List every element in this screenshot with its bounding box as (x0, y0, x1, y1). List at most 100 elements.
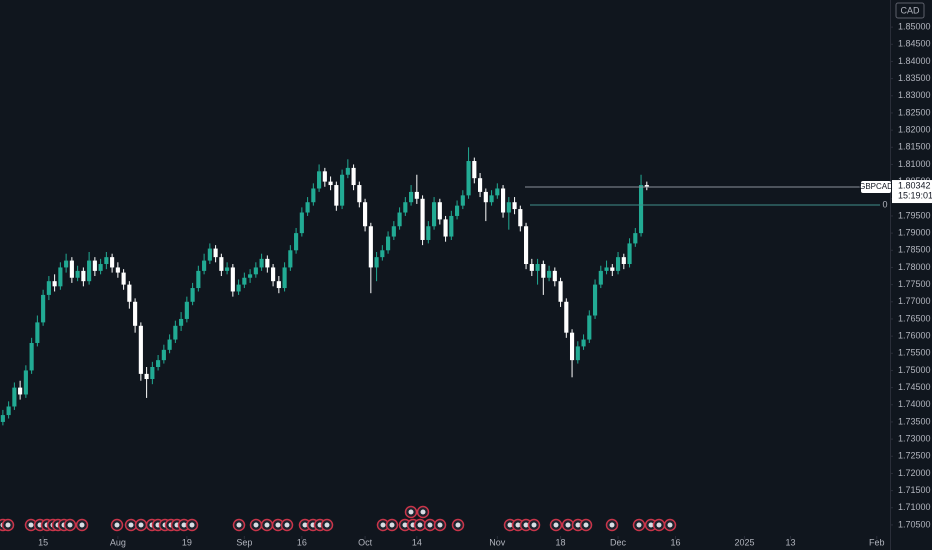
candle-body (564, 301, 569, 333)
y-tick-label: 1.72500 (898, 451, 931, 461)
candle-body (288, 250, 293, 268)
candle-body (0, 415, 5, 422)
y-tick-label: 1.75500 (898, 348, 931, 358)
y-tick-label: 1.74000 (898, 399, 931, 409)
candle-body (581, 339, 586, 347)
candle-body (368, 226, 373, 268)
candle-body (202, 260, 207, 271)
symbol-tag (861, 181, 891, 194)
candle-body (236, 284, 241, 292)
y-tick-label: 1.74500 (898, 382, 931, 392)
currency-box[interactable] (895, 2, 925, 19)
candle-body (69, 260, 74, 278)
candle-body (87, 260, 92, 282)
candle-body (230, 267, 235, 292)
candle-body (161, 349, 166, 361)
candle-body (167, 339, 172, 350)
y-tick-label: 1.75000 (898, 365, 931, 375)
y-tick-label: 1.84500 (898, 39, 931, 49)
candle-body (64, 260, 69, 268)
event-icon-dot (417, 522, 423, 528)
x-tick-label: 19 (182, 537, 192, 547)
candle-body (207, 248, 212, 261)
candle-body (311, 188, 316, 203)
event-icon-dot (302, 522, 308, 528)
countdown-label: 15:19:01 (898, 190, 932, 200)
candle-body (644, 185, 649, 188)
candle-body (569, 332, 575, 361)
candle-body (184, 301, 189, 319)
event-icon-dot (181, 522, 187, 528)
event-icon-dot (648, 522, 654, 528)
event-icon-dot (636, 522, 642, 528)
candle-body (179, 318, 184, 326)
candle-body (294, 233, 299, 251)
last-price-tag (892, 180, 932, 204)
candle-body (386, 236, 391, 251)
y-tick-label: 1.81000 (898, 159, 931, 169)
candle-body (638, 185, 644, 234)
y-tick-label: 1.76500 (898, 313, 931, 323)
candle-body (478, 178, 483, 192)
y-tick-label: 1.70500 (898, 519, 931, 529)
event-icon-dot (275, 522, 281, 528)
candle-body (6, 406, 11, 416)
y-tick-label: 1.79000 (898, 227, 931, 237)
candle-body (489, 195, 494, 203)
y-tick-label: 1.78000 (898, 262, 931, 272)
candle-body (443, 219, 448, 237)
event-icon-dot (138, 522, 144, 528)
candle-body (253, 267, 258, 275)
candle-body (351, 167, 356, 186)
candle-body (541, 264, 546, 278)
y-tick-label: 1.77500 (898, 279, 931, 289)
x-tick-label: 16 (671, 537, 681, 547)
candle-body (345, 167, 350, 175)
y-tick-label: 1.73000 (898, 433, 931, 443)
candle-body (98, 264, 103, 271)
candle-body (81, 270, 86, 282)
candle-body (75, 270, 80, 278)
y-tick-label: 1.78500 (898, 245, 931, 255)
y-tick-label: 1.82500 (898, 107, 931, 117)
event-icon-dot (79, 522, 85, 528)
candle-body (282, 267, 287, 289)
event-icon-dot (324, 522, 330, 528)
candle-body (558, 281, 563, 302)
candle-body (317, 171, 322, 189)
currency-label: CAD (900, 5, 920, 15)
y-tick-label: 1.83500 (898, 73, 931, 83)
y-tick-label: 1.79500 (898, 210, 931, 220)
candle-body (23, 370, 28, 395)
position-label: 0 (882, 199, 887, 209)
candle-body (403, 202, 408, 213)
candle-body (328, 181, 333, 186)
event-icon-dot (5, 522, 11, 528)
candle-body (363, 202, 368, 227)
y-tick-label: 1.82000 (898, 124, 931, 134)
x-tick-label: Aug (110, 537, 126, 547)
candle-body (535, 264, 540, 271)
candle-body (12, 387, 17, 407)
y-tick-label: 1.81500 (898, 142, 931, 152)
candle-body (380, 250, 385, 258)
x-tick-label: Nov (489, 537, 506, 547)
event-icon-dot (189, 522, 195, 528)
candle-body (265, 258, 270, 268)
candle-body (58, 267, 63, 287)
candle-body (138, 325, 143, 374)
y-tick-label: 1.84000 (898, 56, 931, 66)
y-tick-label: 1.71000 (898, 502, 931, 512)
event-icon-dot (284, 522, 290, 528)
candle-body (575, 346, 580, 361)
x-tick-label: Feb (869, 537, 885, 547)
candle-body (242, 277, 247, 285)
candle-body (173, 325, 178, 340)
candle-body (121, 272, 126, 285)
candle-body (322, 171, 327, 182)
candle-body (127, 284, 132, 302)
x-tick-label: 13 (786, 537, 796, 547)
event-icon-dot (515, 522, 521, 528)
